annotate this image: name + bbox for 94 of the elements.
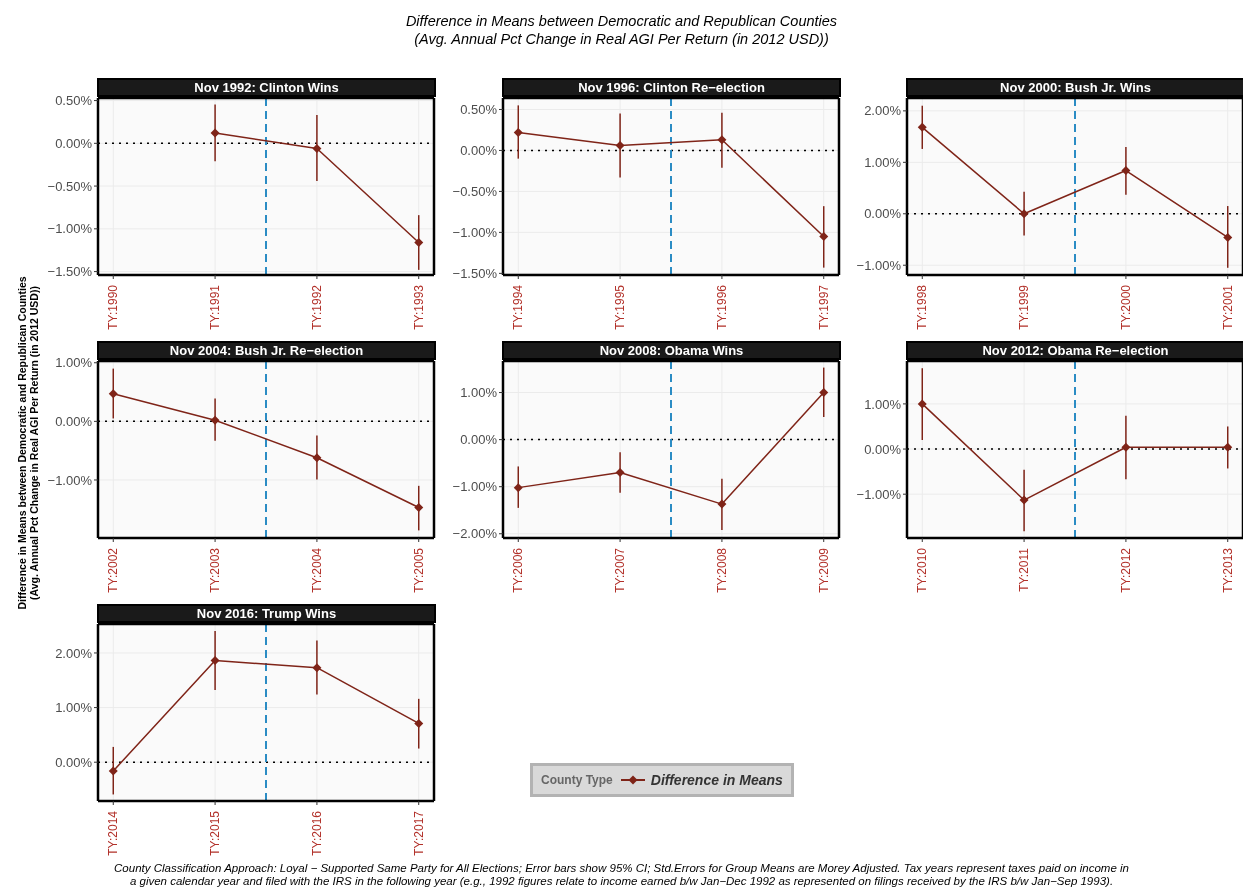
point xyxy=(717,499,727,509)
x-tick-label: TY:2003 xyxy=(208,547,223,593)
x-tick-label: TY:1991 xyxy=(208,284,223,330)
y-tick-label: 2.00% xyxy=(55,645,93,661)
x-tick-label: TY:1993 xyxy=(411,284,426,330)
legend-title: County Type xyxy=(541,773,613,787)
y-tick-label: −0.50% xyxy=(47,178,93,194)
point xyxy=(108,389,118,399)
point xyxy=(312,143,322,153)
x-tick-label: TY:2006 xyxy=(511,547,526,593)
x-tick-label: TY:1995 xyxy=(613,284,628,330)
x-tick-label: TY:1998 xyxy=(915,284,930,330)
point xyxy=(210,128,220,138)
x-tick-label: TY:1997 xyxy=(816,284,831,330)
point xyxy=(1223,442,1233,452)
y-tick-label: 2.00% xyxy=(864,103,902,119)
y-tick-label: 1.00% xyxy=(460,385,498,401)
point xyxy=(312,663,322,673)
point xyxy=(210,415,220,425)
chart-title: Nov 2000: Bush Jr. Wins xyxy=(908,80,1243,95)
legend-label: Difference in Means xyxy=(650,772,783,788)
x-tick-label: TY:2007 xyxy=(613,547,628,593)
point xyxy=(1019,209,1029,219)
y-tick-label: −1.00% xyxy=(47,221,93,237)
x-tick-label: TY:2014 xyxy=(106,810,121,856)
x-tick-label: TY:1992 xyxy=(309,284,324,330)
point xyxy=(615,141,625,151)
x-tick-label: TY:2005 xyxy=(411,547,426,593)
point xyxy=(414,238,424,248)
y-tick-label: −2.00% xyxy=(452,526,498,542)
chart-title: Nov 1992: Clinton Wins xyxy=(99,80,434,95)
x-tick-label: TY:2010 xyxy=(915,547,930,593)
chart-title: Nov 2004: Bush Jr. Re−election xyxy=(99,343,434,358)
point xyxy=(108,766,118,776)
chart-title: Nov 1996: Clinton Re−election xyxy=(504,80,839,95)
point xyxy=(819,388,829,398)
y-tick-label: 1.00% xyxy=(55,700,93,716)
point xyxy=(1121,442,1131,452)
x-tick-label: TY:2008 xyxy=(714,547,729,593)
x-tick-label: TY:2009 xyxy=(816,547,831,593)
y-tick-label: 0.00% xyxy=(55,754,93,770)
y-tick-label: −1.00% xyxy=(452,479,498,495)
x-tick-label: TY:2002 xyxy=(106,547,121,593)
x-tick-label: TY:2004 xyxy=(309,547,324,593)
y-tick-label: 0.00% xyxy=(460,432,498,448)
x-tick-label: TY:1990 xyxy=(106,284,121,330)
y-tick-label: 0.00% xyxy=(460,143,498,159)
x-tick-label: TY:2013 xyxy=(1220,547,1235,593)
point xyxy=(1223,232,1233,242)
point xyxy=(513,483,523,493)
x-tick-label: TY:1996 xyxy=(714,284,729,330)
y-tick-label: 1.00% xyxy=(864,154,902,170)
point xyxy=(917,122,927,132)
x-tick-label: TY:2011 xyxy=(1017,547,1032,592)
point xyxy=(1121,166,1131,176)
y-tick-label: −1.00% xyxy=(856,257,902,273)
point xyxy=(1019,495,1029,505)
text: County Classification Approach: Loyal − Supported Same Party for All Elections; Error bars show 95% CI; Std.Errors for Group Means are Morey Adjusted. Tax years represent taxes paid on income in a given calendar year and filed with the IRS in the following year (e.g., 1992 figures relate to income earned b/w Jan−Dec 1992 as represented on filings received by the IRS b/w Jan−Sep 1993). xyxy=(113,862,1130,888)
x-tick-label: TY:2017 xyxy=(411,810,426,856)
point xyxy=(819,231,829,241)
point xyxy=(414,718,424,728)
text: Difference in Means between Democratic and Republican Counties (Avg. Annual Pct Change in Real AGI Per Return (in 2012 USD)) xyxy=(404,12,839,48)
y-tick-label: −1.50% xyxy=(47,264,93,280)
point xyxy=(210,656,220,666)
y-tick-label: 0.50% xyxy=(55,93,93,109)
y-tick-label: 1.00% xyxy=(864,396,902,412)
x-tick-label: TY:1994 xyxy=(511,284,526,330)
y-tick-label: −1.00% xyxy=(856,486,902,502)
x-tick-label: TY:2012 xyxy=(1118,547,1133,593)
x-tick-label: TY:2015 xyxy=(208,810,223,856)
point xyxy=(917,399,927,409)
chart-title: Nov 2016: Trump Wins xyxy=(99,606,434,621)
y-tick-label: 0.00% xyxy=(864,441,902,457)
y-tick-label: 0.00% xyxy=(864,206,902,222)
point xyxy=(717,135,727,145)
point xyxy=(414,503,424,513)
point xyxy=(615,468,625,478)
y-tick-label: 0.00% xyxy=(55,413,93,429)
y-tick-label: 1.00% xyxy=(55,355,93,371)
x-tick-label: TY:2001 xyxy=(1220,284,1235,330)
chart-title: Nov 2008: Obama Wins xyxy=(504,343,839,358)
y-tick-label: −1.00% xyxy=(47,472,93,488)
y-tick-label: 0.50% xyxy=(460,102,498,118)
x-tick-label: TY:1999 xyxy=(1017,284,1032,330)
x-tick-label: TY:2016 xyxy=(309,810,324,856)
point xyxy=(312,453,322,463)
y-tick-label: −1.00% xyxy=(452,225,498,240)
chart-title: Nov 2012: Obama Re−election xyxy=(908,343,1243,358)
y-tick-label: −0.50% xyxy=(452,184,498,200)
x-tick-label: TY:2000 xyxy=(1118,284,1133,330)
y-tick-label: −1.50% xyxy=(452,265,498,281)
y-tick-label: 0.00% xyxy=(55,135,93,151)
y-axis-title: Difference in Means between Democratic and Republican Counties (Avg. Annual Pct Change in Real AGI Per Return (in 2012 USD)) xyxy=(16,275,40,612)
point xyxy=(513,127,523,137)
